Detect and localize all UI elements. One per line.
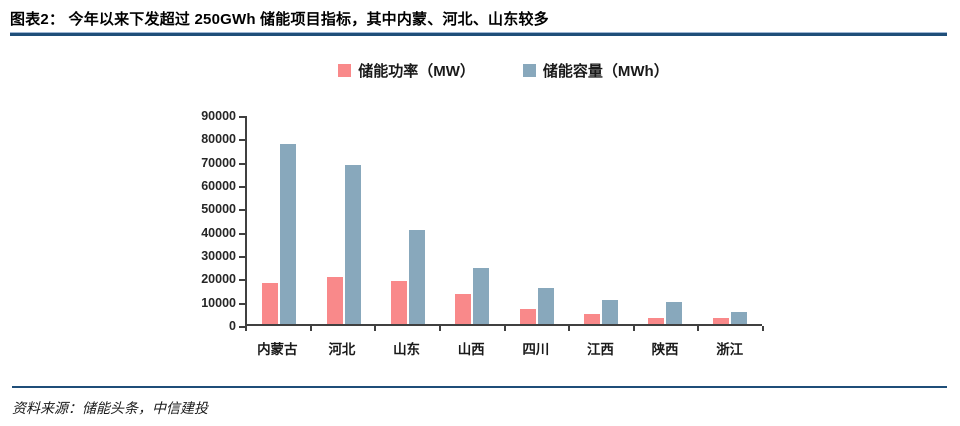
bar-group	[569, 116, 633, 324]
y-tick-label: 10000	[201, 295, 236, 310]
capacity-bar	[602, 300, 619, 324]
chart-title: 图表2： 今年以来下发超过 250GWh 储能项目指标，其中内蒙、河北、山东较多	[10, 11, 549, 28]
y-tick-label: 50000	[201, 202, 236, 217]
power-bar	[519, 309, 536, 324]
y-axis-tick	[239, 139, 245, 142]
y-axis-tick	[239, 162, 245, 165]
x-axis-label: 河北	[328, 342, 356, 357]
bar-group	[505, 116, 569, 324]
x-axis-label: 四川	[522, 342, 550, 357]
y-axis-tick	[239, 232, 245, 235]
x-axis-tick	[245, 326, 247, 331]
capacity-legend-label: 储能容量（MWh）	[542, 63, 669, 80]
power-bar	[455, 294, 472, 324]
chart-legend: 储能功率（MW） 储能容量（MWh）	[245, 60, 762, 81]
capacity-legend-swatch	[522, 64, 536, 77]
capacity-bar	[344, 165, 361, 324]
bar-group	[247, 116, 311, 324]
power-bar	[648, 318, 665, 324]
y-tick-label: 80000	[201, 132, 236, 147]
y-tick-label: 40000	[201, 225, 236, 240]
x-axis-tick	[503, 326, 506, 331]
y-tick-label: 30000	[201, 248, 236, 263]
x-axis-tick	[762, 326, 764, 331]
power-bar	[326, 277, 343, 324]
legend-item-capacity: 储能容量（MWh）	[522, 60, 669, 81]
power-bar	[390, 281, 407, 324]
x-axis-label: 陕西	[651, 342, 679, 357]
x-axis-tick	[568, 326, 571, 331]
bar-group	[311, 116, 375, 324]
y-tick-label: 0	[229, 318, 236, 333]
x-axis-label: 山西	[457, 342, 485, 357]
footer-divider-rule	[12, 386, 947, 388]
capacity-bar	[280, 143, 297, 324]
power-legend-label: 储能功率（MW）	[358, 63, 475, 80]
capacity-bar	[408, 229, 425, 324]
legend-item-power: 储能功率（MW）	[338, 60, 475, 81]
capacity-bar	[537, 288, 554, 324]
capacity-bar	[473, 268, 490, 324]
x-axis-label: 山东	[393, 342, 421, 357]
y-axis-tick	[239, 256, 245, 258]
power-bar	[712, 317, 729, 324]
y-axis-tick	[239, 186, 245, 188]
source-note: 资料来源：储能头条，中信建投	[12, 402, 208, 417]
y-tick-label: 70000	[201, 155, 236, 170]
power-bar	[262, 283, 279, 324]
y-tick-label: 20000	[201, 272, 236, 287]
plot-area	[245, 116, 762, 326]
power-bar	[584, 313, 601, 324]
x-axis-tick	[697, 326, 700, 331]
x-axis-labels: 内蒙古 河北 山东 山西 四川 江西 陕西 浙江	[245, 338, 762, 358]
x-axis-label: 浙江	[716, 342, 744, 357]
x-axis-tick	[309, 326, 312, 331]
y-axis-tick	[239, 116, 245, 118]
y-axis-tick	[239, 326, 245, 328]
x-axis-tick	[374, 326, 377, 331]
bar-group	[440, 116, 504, 324]
power-legend-swatch	[338, 64, 352, 77]
x-axis-label: 内蒙古	[257, 342, 298, 357]
y-axis-tick	[239, 279, 245, 282]
x-axis-label: 江西	[586, 342, 614, 357]
x-axis-tick	[438, 326, 441, 331]
title-divider-rule	[10, 32, 947, 36]
y-tick-label: 90000	[201, 109, 236, 123]
y-axis-tick	[239, 302, 245, 305]
bar-group	[698, 116, 762, 324]
capacity-bar	[666, 302, 683, 324]
x-axis-tick	[632, 326, 635, 331]
capacity-bar	[730, 311, 747, 324]
bar-group	[633, 116, 697, 324]
bar-group	[376, 116, 440, 324]
y-axis: 90000 80000 70000 60000 50000 40000 30000 20000…	[178, 108, 236, 334]
y-tick-label: 60000	[201, 178, 236, 193]
y-axis-tick	[239, 209, 245, 212]
